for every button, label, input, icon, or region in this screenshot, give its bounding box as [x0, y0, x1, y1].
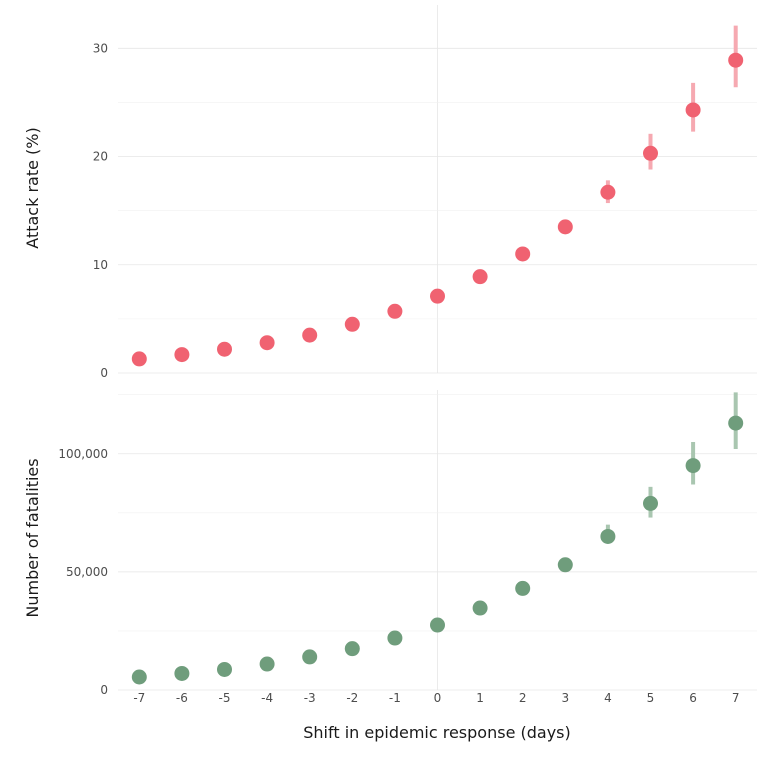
top-y-tick-label: 0 — [100, 366, 108, 380]
x-tick-label: -6 — [176, 691, 188, 705]
bottom-data-point — [557, 557, 573, 573]
bottom-y-axis-title: Number of fatalities — [23, 458, 42, 617]
x-tick-label: -3 — [304, 691, 316, 705]
top-points — [131, 52, 744, 367]
x-tick-label: 2 — [519, 691, 527, 705]
bottom-data-point — [643, 495, 658, 511]
top-error-bars — [605, 25, 738, 204]
top-panel: 0 10 20 30 — [93, 5, 757, 380]
top-grid-major — [118, 5, 757, 374]
top-y-tick-label: 20 — [93, 150, 108, 164]
bottom-data-point — [472, 600, 488, 616]
top-data-point — [600, 184, 616, 200]
bottom-points — [131, 415, 744, 685]
bottom-y-tick-label: 0 — [100, 683, 108, 697]
x-tick-label: 5 — [647, 691, 655, 705]
top-y-axis-title: Attack rate (%) — [23, 127, 42, 248]
top-data-point — [515, 246, 531, 262]
bottom-data-point — [387, 630, 403, 646]
top-data-point — [728, 52, 744, 68]
x-tick-label: 3 — [561, 691, 569, 705]
top-data-point — [430, 288, 445, 304]
x-tick-label: 6 — [689, 691, 697, 705]
top-y-tick-label: 30 — [93, 41, 108, 55]
bottom-data-point — [515, 580, 531, 596]
top-data-point — [344, 316, 360, 332]
top-y-tick-label: 10 — [93, 258, 108, 272]
bottom-data-point — [174, 665, 190, 681]
bottom-data-point — [131, 669, 147, 685]
top-data-point — [131, 351, 147, 367]
x-axis-title: Shift in epidemic response (days) — [303, 723, 571, 742]
bottom-data-point — [685, 458, 701, 474]
top-data-point — [259, 335, 275, 351]
top-data-point — [217, 341, 232, 357]
bottom-grid-major — [118, 390, 757, 691]
top-grid-minor — [118, 102, 757, 320]
top-data-point — [685, 102, 701, 118]
x-tick-label: -5 — [219, 691, 231, 705]
x-ticks: -7 -6 -5 -4 -3 -2 -1 0 1 2 3 4 5 6 7 — [133, 691, 739, 705]
bottom-data-point — [728, 415, 744, 431]
bottom-y-tick-label: 100,000 — [58, 447, 108, 461]
bottom-y-ticks: 0 50,000 100,000 — [58, 447, 108, 697]
x-tick-label: -2 — [346, 691, 358, 705]
top-data-point — [302, 327, 318, 343]
bottom-data-point — [344, 641, 360, 657]
x-tick-label: -7 — [133, 691, 145, 705]
x-tick-label: 4 — [604, 691, 612, 705]
top-y-ticks: 0 10 20 30 — [93, 41, 108, 380]
bottom-data-point — [430, 617, 445, 633]
bottom-data-point — [217, 661, 232, 677]
bottom-data-point — [259, 656, 275, 672]
x-tick-label: 0 — [434, 691, 442, 705]
top-data-point — [174, 347, 190, 363]
bottom-data-point — [600, 528, 616, 544]
top-data-point — [472, 269, 488, 285]
x-tick-label: 1 — [476, 691, 484, 705]
x-tick-label: 7 — [732, 691, 740, 705]
bottom-y-tick-label: 50,000 — [66, 565, 108, 579]
bottom-data-point — [302, 649, 318, 665]
x-tick-label: -4 — [261, 691, 273, 705]
top-data-point — [557, 219, 573, 235]
x-tick-label: -1 — [389, 691, 401, 705]
top-data-point — [643, 145, 658, 161]
bottom-panel: 0 50,000 100,000 — [58, 390, 757, 697]
bottom-error-bars — [605, 392, 738, 544]
top-data-point — [387, 303, 403, 319]
